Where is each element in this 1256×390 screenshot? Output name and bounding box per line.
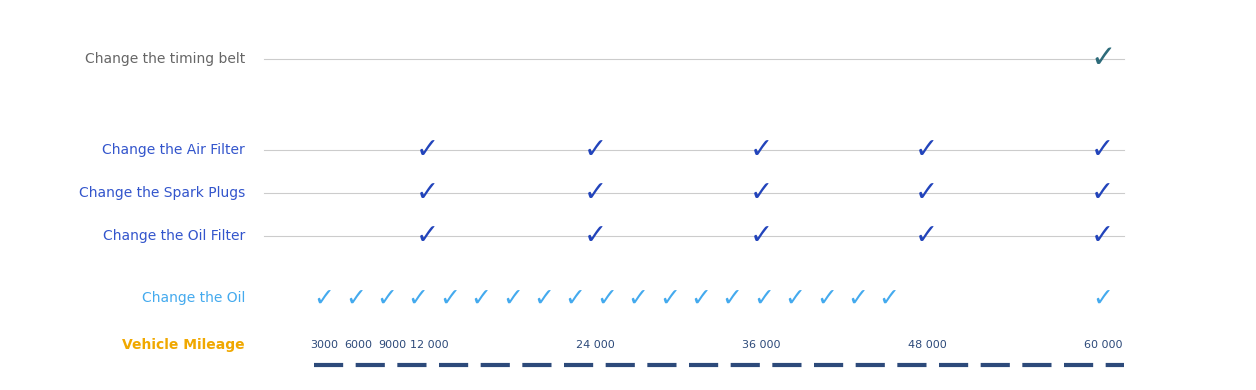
Text: ✓: ✓ [416, 136, 438, 164]
Text: 36 000: 36 000 [742, 340, 780, 350]
Text: ✓: ✓ [584, 136, 607, 164]
Text: ✓: ✓ [314, 286, 334, 310]
Text: ✓: ✓ [750, 222, 772, 250]
Text: ✓: ✓ [440, 286, 460, 310]
Text: Change the Oil Filter: Change the Oil Filter [103, 229, 245, 243]
Text: Vehicle Mileage: Vehicle Mileage [122, 338, 245, 352]
Text: ✓: ✓ [584, 179, 607, 207]
Text: ✓: ✓ [416, 179, 438, 207]
Text: ✓: ✓ [597, 286, 617, 310]
Text: 3000: 3000 [310, 340, 338, 350]
Text: 48 000: 48 000 [908, 340, 946, 350]
Text: ✓: ✓ [628, 286, 648, 310]
Text: ✓: ✓ [879, 286, 899, 310]
Text: ✓: ✓ [816, 286, 836, 310]
Text: 60 000: 60 000 [1084, 340, 1122, 350]
Text: ✓: ✓ [471, 286, 491, 310]
Text: ✓: ✓ [848, 286, 868, 310]
Text: ✓: ✓ [1091, 179, 1114, 207]
Text: Change the Spark Plugs: Change the Spark Plugs [79, 186, 245, 200]
Text: ✓: ✓ [416, 222, 438, 250]
Text: ✓: ✓ [584, 222, 607, 250]
Text: ✓: ✓ [722, 286, 742, 310]
Text: ✓: ✓ [750, 179, 772, 207]
Text: ✓: ✓ [754, 286, 774, 310]
Text: ✓: ✓ [1091, 136, 1114, 164]
Text: ✓: ✓ [1091, 222, 1114, 250]
Text: ✓: ✓ [565, 286, 585, 310]
Text: ✓: ✓ [659, 286, 679, 310]
Text: Change the timing belt: Change the timing belt [84, 51, 245, 66]
Text: Change the Air Filter: Change the Air Filter [102, 143, 245, 157]
Text: ✓: ✓ [1090, 44, 1115, 73]
Text: 12 000: 12 000 [411, 340, 448, 350]
Text: 9000: 9000 [378, 340, 406, 350]
Text: 6000: 6000 [344, 340, 372, 350]
Text: ✓: ✓ [750, 136, 772, 164]
Text: Change the Oil: Change the Oil [142, 291, 245, 305]
Text: ✓: ✓ [916, 222, 938, 250]
Text: ✓: ✓ [502, 286, 522, 310]
Text: ✓: ✓ [534, 286, 554, 310]
Text: ✓: ✓ [1093, 286, 1113, 310]
Text: ✓: ✓ [345, 286, 365, 310]
Text: ✓: ✓ [785, 286, 805, 310]
Text: ✓: ✓ [916, 179, 938, 207]
Text: ✓: ✓ [408, 286, 428, 310]
Text: ✓: ✓ [916, 136, 938, 164]
Text: 24 000: 24 000 [577, 340, 614, 350]
Text: ✓: ✓ [691, 286, 711, 310]
Text: ✓: ✓ [377, 286, 397, 310]
